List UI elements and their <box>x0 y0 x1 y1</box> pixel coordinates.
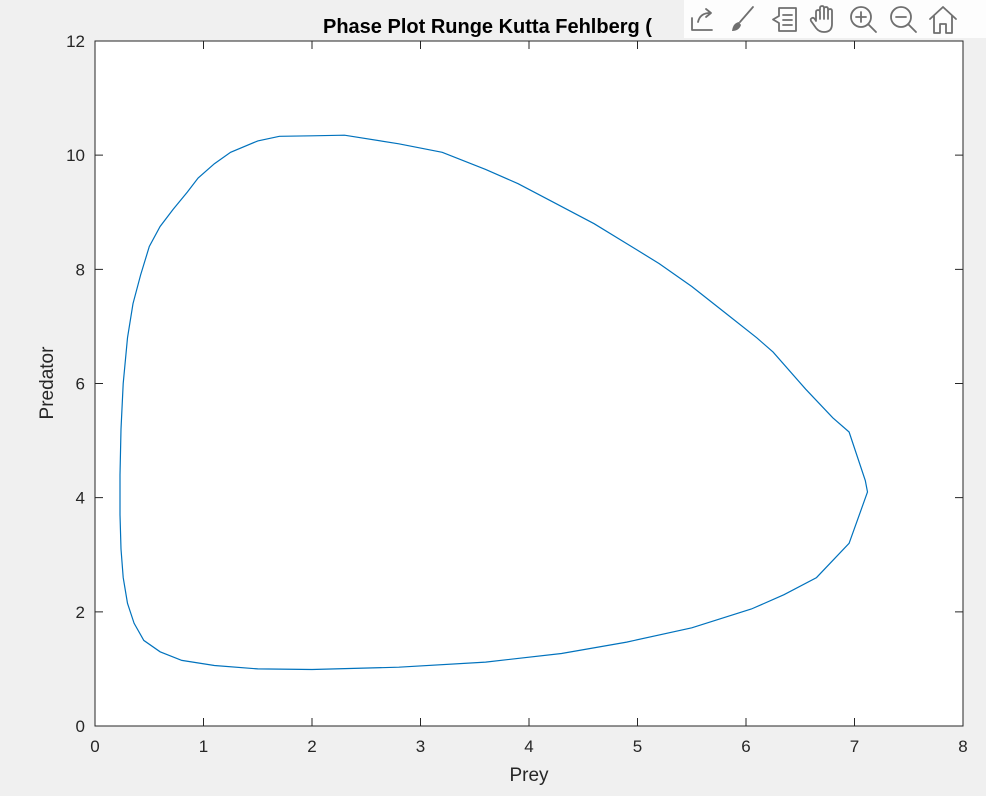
x-tick-label: 1 <box>199 737 208 756</box>
x-tick-label: 7 <box>850 737 859 756</box>
x-tick-label: 3 <box>416 737 425 756</box>
y-tick-label: 8 <box>76 260 85 279</box>
export-icon[interactable] <box>688 4 718 34</box>
brush-icon[interactable] <box>727 4 757 34</box>
y-tick-label: 12 <box>66 32 85 51</box>
datatip-icon[interactable] <box>769 4 799 34</box>
y-axis-label: Predator <box>37 346 58 420</box>
phase-curve-line <box>119 134 869 671</box>
x-tick-label: 5 <box>633 737 642 756</box>
axes-toolbar <box>684 0 986 38</box>
y-tick-label: 6 <box>76 375 85 394</box>
chart-title: Phase Plot Runge Kutta Fehlberg ( <box>323 16 652 38</box>
zoom-in-icon[interactable] <box>848 4 878 34</box>
x-axis-label: Prey <box>509 765 549 786</box>
y-tick-label: 4 <box>76 489 85 508</box>
zoom-out-icon[interactable] <box>888 4 918 34</box>
home-icon[interactable] <box>928 4 958 34</box>
x-tick-label: 0 <box>90 737 99 756</box>
axis-ticks <box>94 40 964 727</box>
x-tick-label: 2 <box>307 737 316 756</box>
x-tick-label: 6 <box>741 737 750 756</box>
y-tick-label: 2 <box>76 603 85 622</box>
y-tick-label: 10 <box>66 146 85 165</box>
pan-hand-icon[interactable] <box>808 4 838 34</box>
x-tick-label: 4 <box>524 737 533 756</box>
y-tick-label: 0 <box>76 717 85 736</box>
x-tick-label: 8 <box>958 737 967 756</box>
plot-area <box>94 40 964 727</box>
